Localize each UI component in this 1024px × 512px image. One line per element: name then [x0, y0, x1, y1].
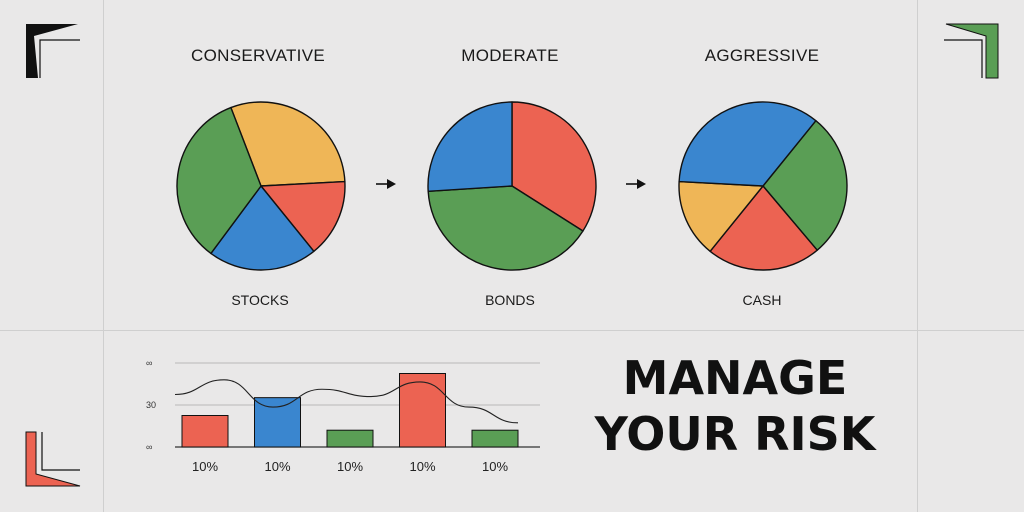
pie-slice — [762, 120, 848, 251]
pie-slice — [210, 185, 315, 271]
pie-chart-moderate — [427, 101, 597, 271]
pie-slice — [260, 180, 346, 252]
pie-caption-bonds: BONDS — [485, 292, 535, 308]
headline-line-1: MANAGE — [622, 351, 848, 405]
bar — [181, 415, 229, 448]
y-tick-label: ∞ — [146, 442, 152, 452]
arrow-right-icon — [376, 179, 396, 189]
x-tick-label: 10% — [337, 459, 363, 474]
divider-horizontal — [0, 330, 1024, 331]
y-tick-label: ∞ — [146, 358, 152, 368]
x-tick-label: 10% — [409, 459, 435, 474]
bar — [399, 373, 446, 448]
corner-decoration-top-right — [944, 23, 999, 79]
pie-chart-aggressive — [678, 101, 848, 271]
headline-line-2: YOUR RISK — [594, 407, 876, 461]
pie-slice — [709, 185, 818, 271]
pie-caption-stocks: STOCKS — [231, 292, 289, 308]
pie-chart-conservative — [176, 101, 346, 271]
bar — [254, 397, 301, 448]
x-tick-label: 10% — [482, 459, 508, 474]
pie-title-moderate: MODERATE — [461, 46, 559, 65]
pie-slice — [427, 185, 584, 271]
bar — [471, 429, 519, 448]
pie-slice — [678, 101, 817, 187]
bar — [326, 429, 374, 448]
trend-line — [174, 379, 519, 424]
divider-vertical-left — [103, 0, 104, 512]
bar-chart: ∞ 30 ∞ 10% 10% 10% 10% 10% — [146, 358, 540, 474]
corner-bracket-line — [944, 39, 983, 78]
pie-title-conservative: CONSERVATIVE — [191, 46, 325, 65]
corner-wedge-red — [25, 431, 81, 487]
corner-wedge-green — [945, 23, 999, 79]
headline: MANAGE YOUR RISK — [585, 350, 885, 462]
pie-slice — [230, 101, 346, 187]
pie-slice — [427, 101, 513, 192]
corner-bracket-line — [41, 432, 80, 471]
corner-wedge-black — [26, 24, 78, 78]
y-tick-label: 30 — [146, 400, 156, 410]
x-tick-label: 10% — [192, 459, 218, 474]
corner-bracket-line — [39, 39, 80, 78]
x-tick-label: 10% — [264, 459, 290, 474]
corner-decoration-top-left — [26, 24, 80, 78]
corner-decoration-bottom-left — [25, 431, 81, 487]
arrow-right-icon — [626, 179, 646, 189]
pie-slice — [176, 106, 262, 255]
pie-caption-cash: CASH — [742, 292, 782, 308]
divider-vertical-right — [917, 0, 918, 512]
pie-slice — [678, 180, 764, 252]
pie-title-aggressive: AGGRESSIVE — [704, 46, 820, 65]
